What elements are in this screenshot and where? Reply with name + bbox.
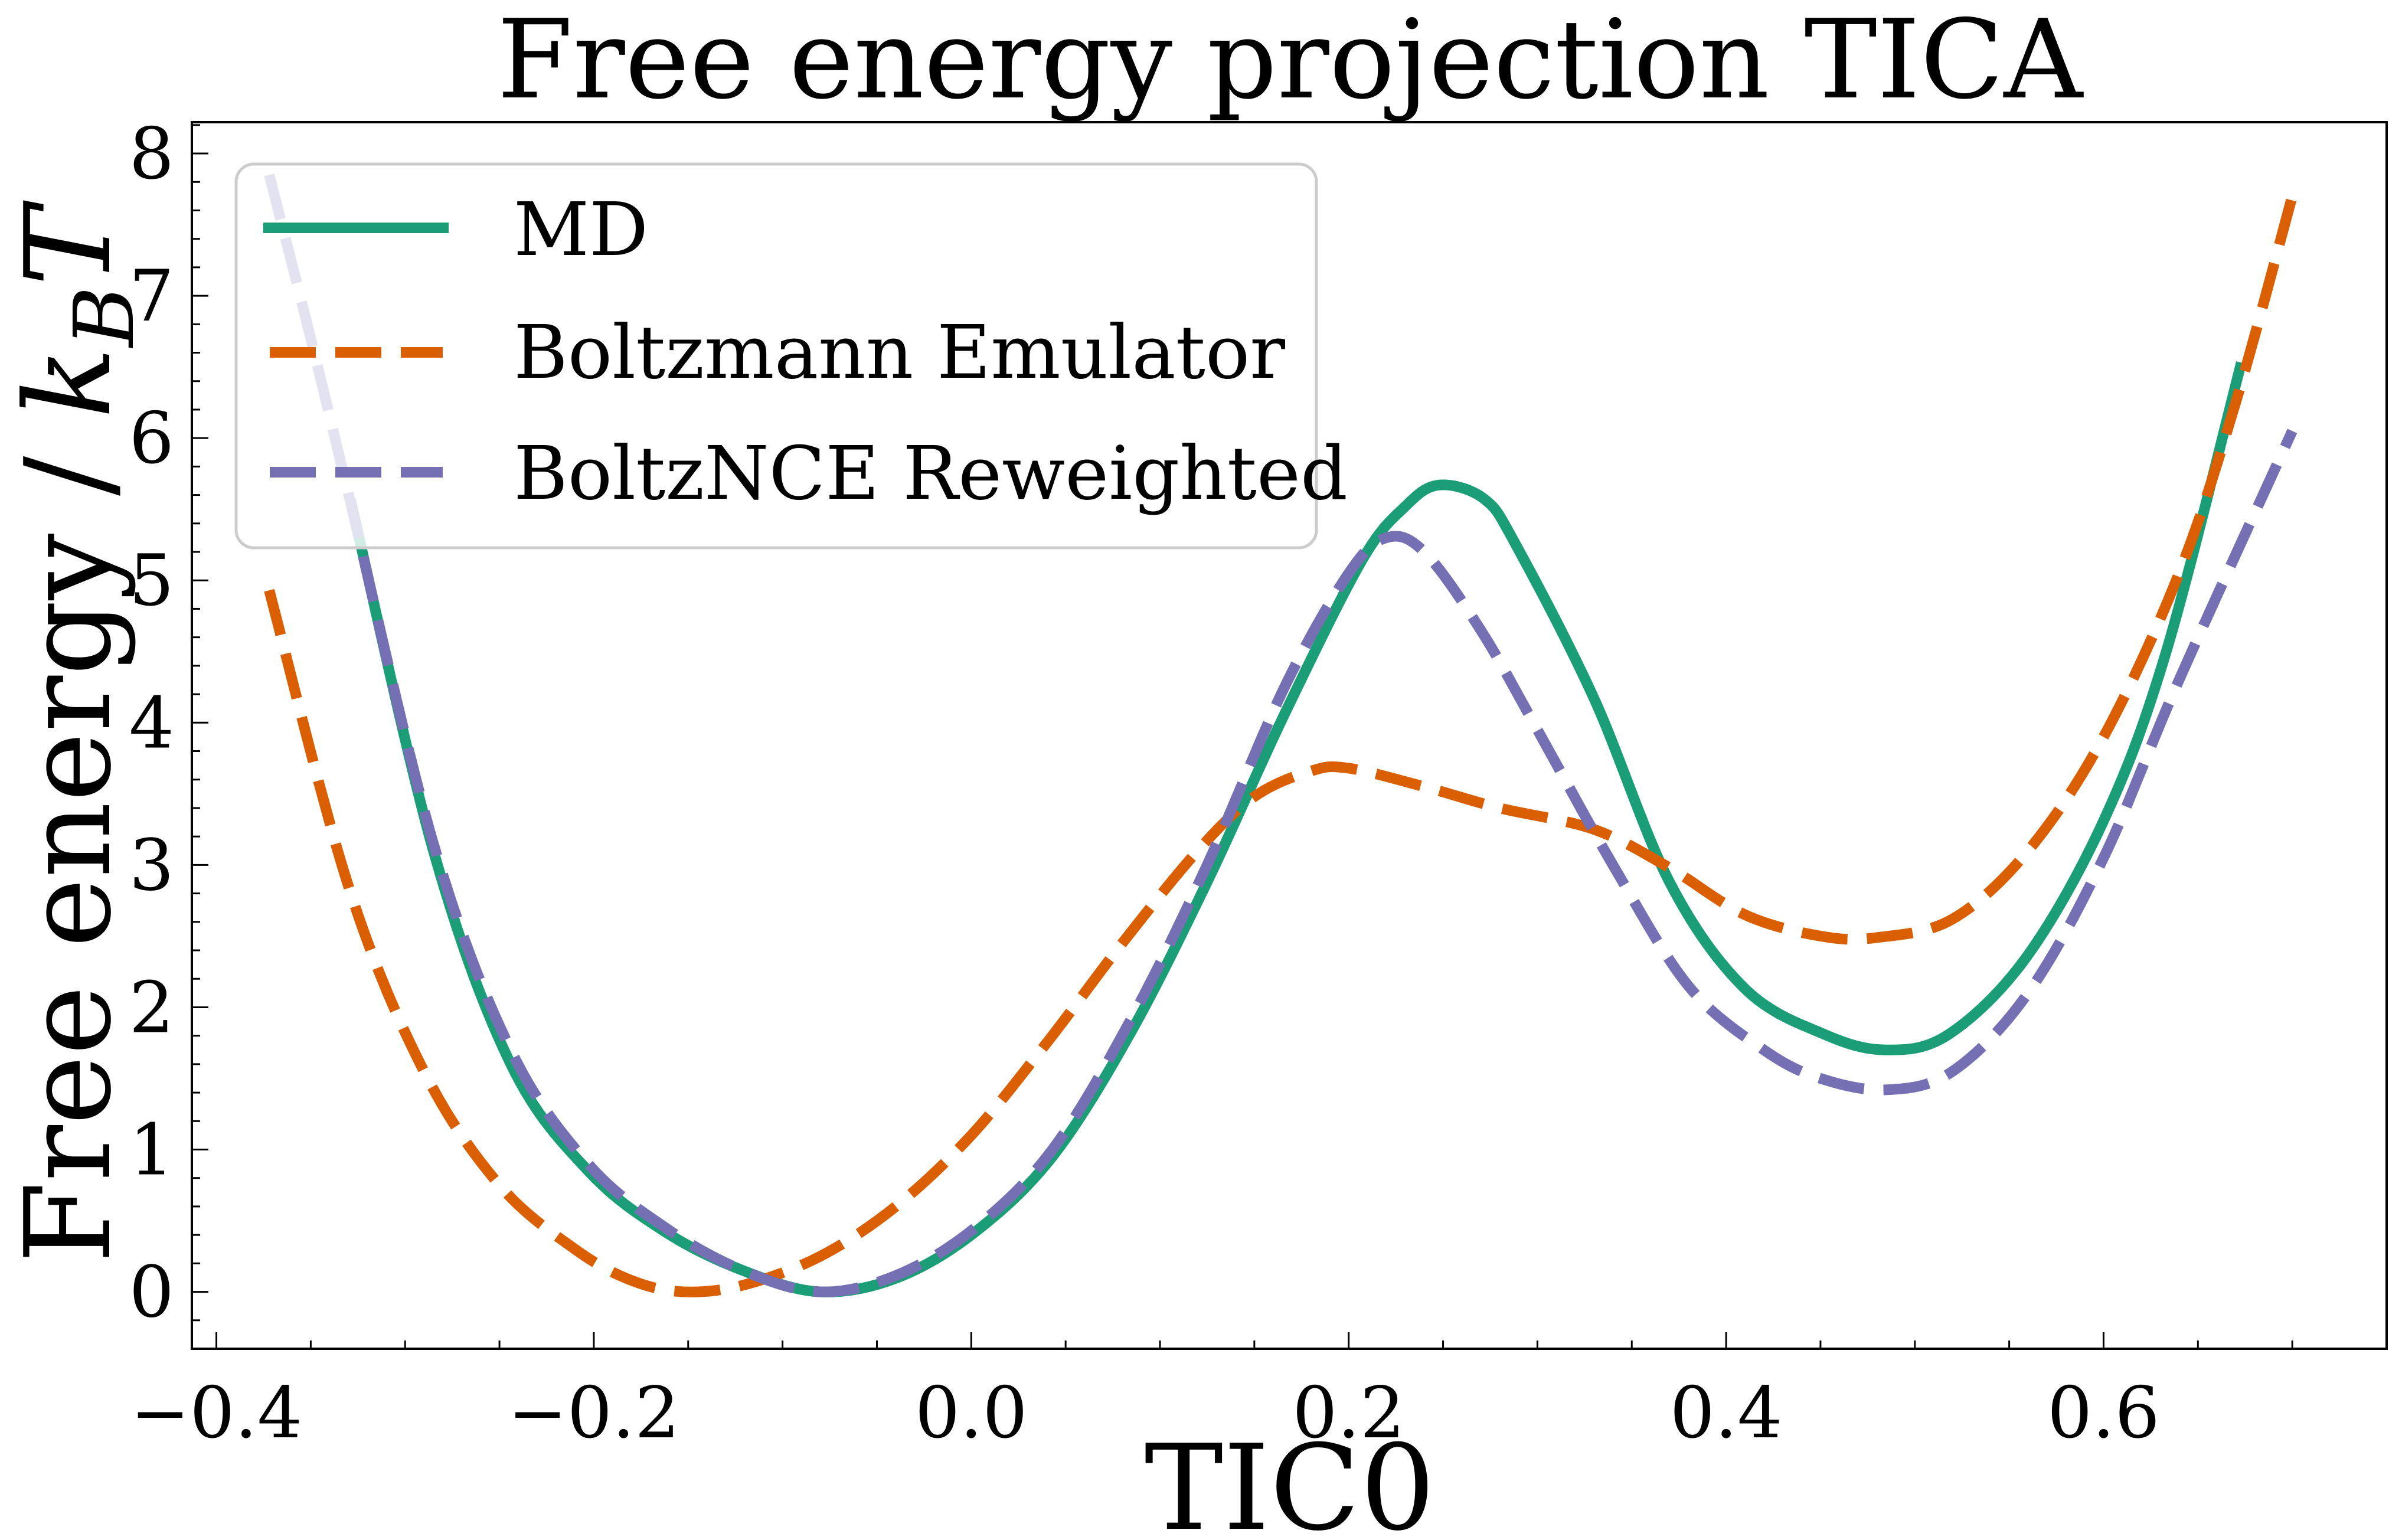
- y-tick-label: 4: [129, 682, 174, 764]
- legend: MD Boltzmann Emulator BoltzNCE Reweighte…: [234, 162, 1348, 550]
- plot-frame: [191, 121, 2388, 1350]
- y-ticks: 0 1 2 3 4 5 6 7 8: [129, 113, 208, 1334]
- x-tick-label: 0.0: [915, 1372, 1028, 1454]
- x-ticks: −0.4 −0.2 0.0 0.2 0.4 0.6: [130, 1332, 2388, 1454]
- series-line-boltzmann-emulator: [264, 194, 2298, 1297]
- series-layer: [264, 173, 2298, 1297]
- y-axis-label-subscript: B: [57, 286, 153, 349]
- y-tick-label: 7: [129, 256, 174, 338]
- y-axis-label-T: T: [0, 200, 138, 286]
- y-axis-label-main: Free energy /: [0, 418, 138, 1263]
- x-tick-label: −0.4: [130, 1372, 302, 1454]
- x-tick-label: −0.2: [508, 1372, 679, 1454]
- legend-label-boltzmann-emulator: Boltzmann Emulator: [514, 310, 1285, 395]
- legend-label-md: MD: [514, 187, 648, 273]
- x-axis-label: TIC0: [1145, 1420, 1436, 1540]
- y-axis-label-k: k: [0, 347, 138, 418]
- y-axis-label: Free energy / kBT: [0, 200, 153, 1263]
- chart-title: Free energy projection TICA: [497, 0, 2084, 123]
- series-line-boltznce-reweighted: [264, 173, 2298, 1297]
- y-tick-label: 8: [129, 113, 174, 195]
- y-tick-label: 3: [129, 825, 174, 907]
- y-tick-label: 2: [129, 967, 174, 1049]
- x-tick-label: 0.2: [1292, 1372, 1405, 1454]
- y-tick-label: 0: [129, 1252, 174, 1334]
- legend-frame: [234, 162, 1318, 550]
- y-tick-label: 6: [129, 398, 174, 480]
- y-tick-label: 1: [129, 1110, 174, 1192]
- y-tick-label: 5: [129, 540, 174, 622]
- axes: −0.4 −0.2 0.0 0.2 0.4 0.6 0 1 2 3 4 5 6 7 8: [129, 113, 2388, 1454]
- x-tick-label: 0.4: [1670, 1372, 1783, 1454]
- x-tick-label: 0.6: [2047, 1372, 2160, 1454]
- legend-label-boltznce-reweighted: BoltzNCE Reweighted: [514, 431, 1348, 516]
